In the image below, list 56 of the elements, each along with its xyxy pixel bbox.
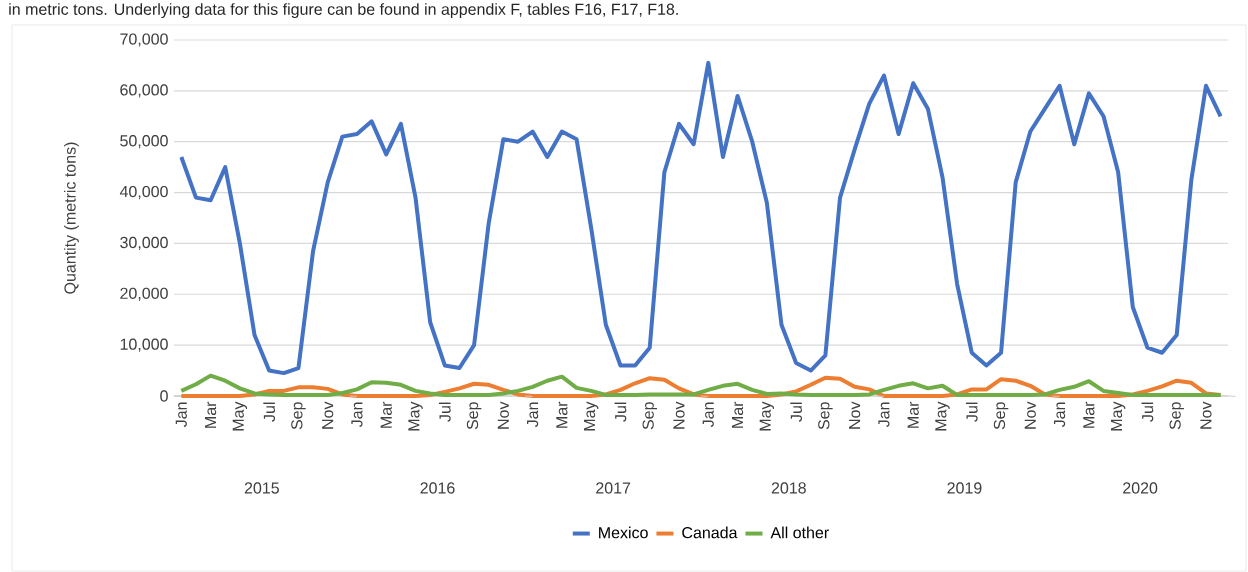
x-tick-label: Nov [849,401,861,429]
x-tick-label: Nov [1200,401,1212,429]
text: 2019 [947,482,982,494]
text: 2015 [244,482,279,494]
x-tick-label: Jul [1141,402,1154,422]
x-tick-label: Mar [556,401,568,428]
x-tick-label: Mar [731,401,744,428]
x-tick-label: Jul [965,402,978,422]
y-tick-label: 30,000 [120,236,168,251]
y-tick-label: 40,000 [119,185,168,200]
x-tick-label: May [584,401,599,431]
x-tick-label: Sep [291,402,306,430]
x-tick-label: Nov [1024,401,1036,429]
x-tick-label: Jul [438,402,451,422]
x-tick-label: Nov [322,401,334,429]
x-tick-label: May [1110,401,1126,431]
x-tick-label: Sep [642,402,657,430]
legend-label: Mexico [599,526,648,539]
y-tick-label: 50,000 [120,135,168,149]
text: in metric tons. Underlying data for this figure can be found in appendix F, tables F16, F17, F18. [9,3,678,19]
y-axis-title: Quantity (metric tons) [63,142,79,294]
legend-label: All other [770,526,829,539]
x-tick-label: Mar [907,401,919,428]
x-tick-label: Sep [466,402,482,430]
x-tick-label: Sep [993,402,1009,430]
x-tick-label: Jan [702,402,714,428]
x-tick-label: Mar [1083,401,1095,428]
legend-label: Canada [682,526,738,539]
x-tick-label: Nov [497,401,509,429]
x-tick-label: Jul [263,402,276,422]
text: 2017 [596,482,631,494]
y-tick-label: 60,000 [120,84,168,98]
y-tick-label: 0 [160,390,168,402]
line-series [179,60,1223,376]
x-tick-label: Jan [1054,402,1066,428]
x-tick-label: Mar [380,401,392,428]
x-tick-label: Sep [818,402,833,430]
y-tick-label: 10,000 [120,338,168,352]
x-tick-label: Jan [878,402,890,428]
x-tick-label: May [935,401,950,431]
x-tick-label: May [408,401,423,431]
x-tick-label: Jul [790,402,802,422]
text: 2016 [420,482,455,494]
y-tick-label: 20,000 [120,287,168,301]
x-tick-label: May [232,401,248,431]
x-tick-label: May [759,401,775,431]
x-tick-label: Sep [1169,402,1184,430]
x-tick-label: Jan [527,402,539,428]
x-tick-label: Nov [673,401,685,429]
x-tick-label: Jan [351,402,363,428]
x-tick-label: Mar [205,401,217,428]
x-tick-label: Jan [175,402,187,428]
x-tick-label: Jul [614,402,627,422]
text: 2018 [771,482,806,494]
y-tick-label: 70,000 [120,33,168,47]
text: 2020 [1123,482,1158,494]
